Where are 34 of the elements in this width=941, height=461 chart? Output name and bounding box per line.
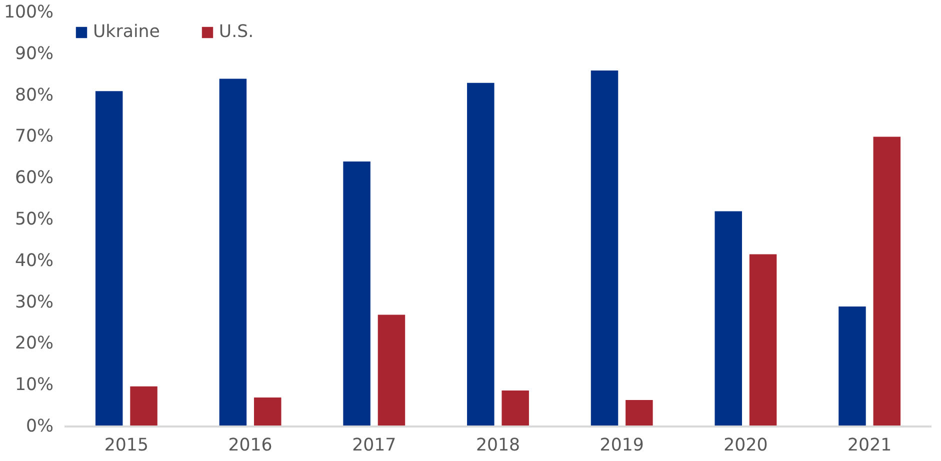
y-tick-label: 90%	[14, 44, 54, 64]
bar	[130, 386, 158, 426]
y-tick-label: 0%	[26, 416, 54, 436]
bar	[590, 70, 618, 426]
x-tick-label: 2017	[352, 436, 396, 456]
y-tick-label: 10%	[14, 375, 54, 396]
y-tick-label: 40%	[14, 250, 54, 271]
bar	[219, 78, 247, 426]
legend-label: Ukraine	[93, 22, 160, 42]
bar	[714, 211, 742, 426]
x-tick-label: 2016	[228, 436, 272, 456]
bar	[873, 136, 901, 426]
bar	[749, 254, 777, 426]
bar	[502, 390, 529, 426]
y-tick-label: 70%	[14, 126, 54, 147]
bar	[378, 314, 406, 426]
bar	[467, 82, 494, 426]
y-tick-label: 20%	[14, 334, 54, 354]
y-tick-label: 100%	[4, 2, 54, 22]
bar	[343, 162, 370, 426]
y-tick-label: 80%	[14, 85, 54, 106]
x-tick-label: 2019	[600, 436, 644, 456]
bar	[254, 398, 282, 426]
bar	[95, 91, 123, 426]
x-tick-label: 2018	[476, 436, 520, 456]
x-tick-label: 2020	[724, 436, 768, 456]
bar	[838, 306, 866, 426]
x-tick-label: 2021	[848, 436, 892, 456]
bar	[626, 400, 653, 426]
y-tick-label: 30%	[14, 292, 54, 312]
legend-label: U.S.	[218, 22, 254, 42]
y-tick-label: 50%	[14, 210, 54, 230]
x-tick-label: 2015	[104, 436, 148, 456]
y-tick-label: 60%	[14, 168, 54, 188]
